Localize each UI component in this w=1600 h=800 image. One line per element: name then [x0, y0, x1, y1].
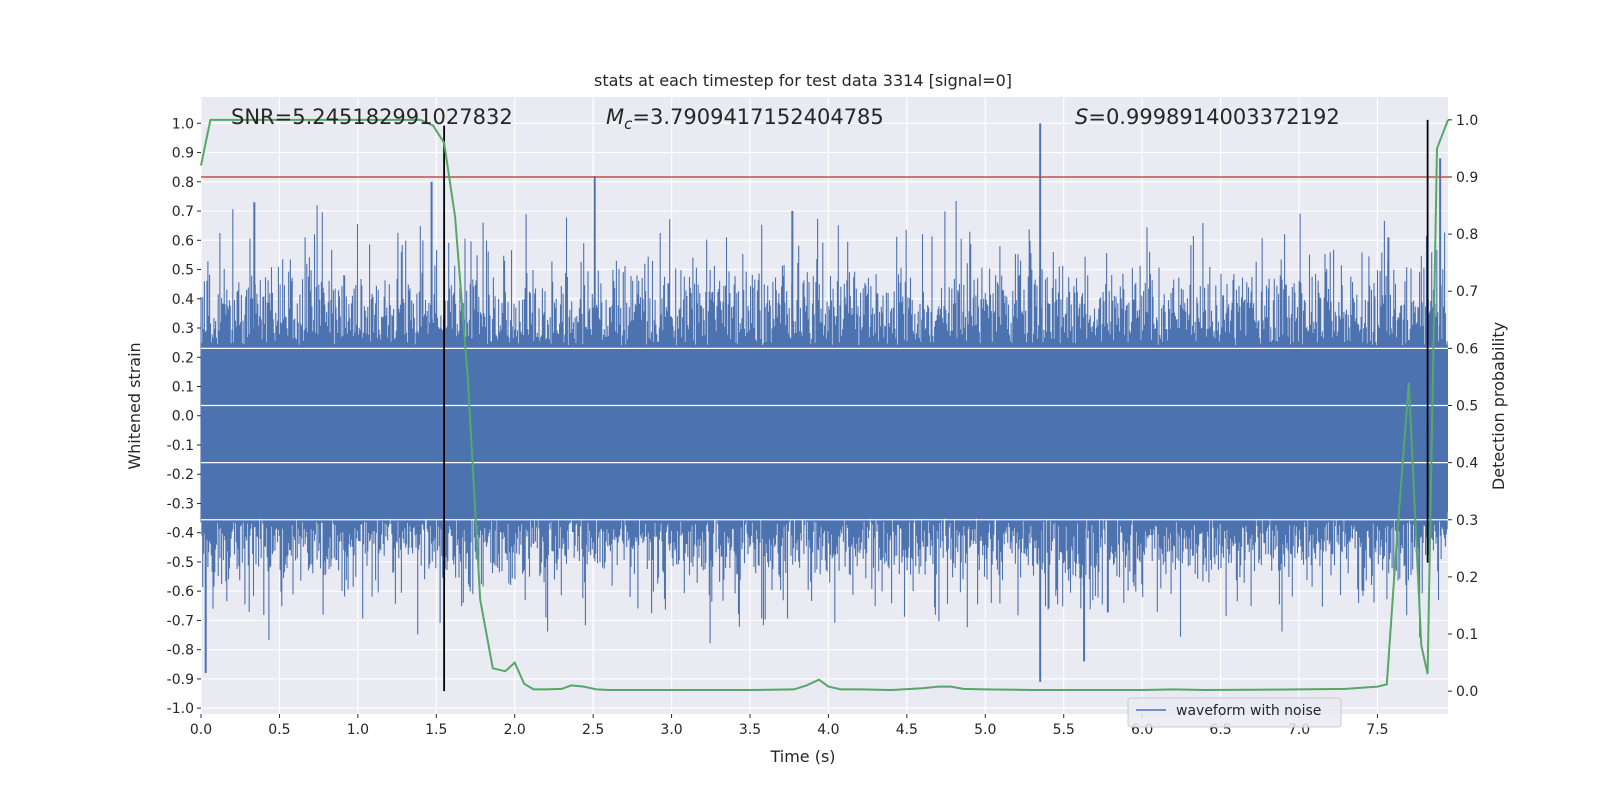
- probability-line: [200, 118, 1449, 692]
- x-tick-label: 1.0: [347, 722, 369, 738]
- y-tick-label: 0.1: [172, 379, 194, 395]
- y-tick-label: -0.5: [167, 555, 194, 571]
- y2-tick-label: 0.9: [1456, 170, 1478, 186]
- legend-box: [1127, 697, 1342, 728]
- y2-tick-label: 0.3: [1456, 513, 1478, 529]
- snr-annotation: SNR=5.245182991027832: [231, 105, 513, 129]
- x-tick-label: 7.5: [1366, 722, 1388, 738]
- y2-axis-label: Detection probability: [1489, 322, 1508, 490]
- mc-subscript: c: [624, 115, 633, 133]
- y-tick-label: -0.1: [167, 438, 194, 454]
- y-tick-label: 0.7: [172, 204, 194, 220]
- y-tick-label: 0.2: [172, 350, 194, 366]
- s-value: =0.9998914003372192: [1088, 105, 1339, 129]
- y-tick-label: -0.2: [167, 467, 194, 483]
- probability-series: [200, 118, 1449, 692]
- y2-tick-label: 0.4: [1456, 456, 1478, 472]
- y-axis-label: Whitened strain: [125, 342, 144, 469]
- y2-tick-label: 0.1: [1456, 627, 1478, 643]
- y2-tick-label: 0.7: [1456, 284, 1478, 300]
- y2-tick-label: 1.0: [1456, 113, 1478, 129]
- x-tick-label: 5.0: [974, 722, 996, 738]
- y-tick-label: 0.4: [172, 292, 194, 308]
- x-tick-label: 2.5: [582, 722, 604, 738]
- y-tick-label: 1.0: [172, 116, 194, 132]
- s-symbol: S: [1075, 105, 1088, 129]
- x-tick-label: 3.5: [739, 722, 761, 738]
- y-tick-label: -0.3: [167, 496, 194, 512]
- y-tick-label: -0.4: [167, 526, 194, 542]
- x-tick-label: 1.5: [425, 722, 447, 738]
- y2-tick-label: 0.8: [1456, 227, 1478, 243]
- overlay-lines: [201, 119, 1448, 692]
- y-tick-label: -0.8: [167, 643, 194, 659]
- x-tick-label: 0.5: [268, 722, 290, 738]
- mc-symbol: M: [606, 105, 624, 129]
- y-tick-label: -0.7: [167, 613, 194, 629]
- y-tick-label: -0.9: [167, 672, 194, 688]
- y2-tick-label: 0.2: [1456, 570, 1478, 586]
- x-tick-label: 4.5: [896, 722, 918, 738]
- y-tick-label: 0.6: [172, 233, 194, 249]
- x-tick-label: 0.0: [190, 722, 212, 738]
- x-tick-label: 2.0: [504, 722, 526, 738]
- chart-title: stats at each timestep for test data 331…: [594, 71, 1012, 90]
- legend: waveform with noise: [1127, 697, 1342, 728]
- s-annotation: S=0.9998914003372192: [1075, 105, 1340, 129]
- waveform-core: [201, 345, 1448, 513]
- y-tick-label: 0.0: [172, 409, 194, 425]
- waveform-series: [200, 123, 1448, 682]
- x-tick-label: 3.0: [660, 722, 682, 738]
- mc-annotation: Mc=3.7909417152404785: [606, 105, 884, 133]
- x-axis-label: Time (s): [769, 747, 835, 766]
- y2-tick-label: 0.6: [1456, 341, 1478, 357]
- y-axis-ticks: -1.0 -0.9 -0.8 -0.7 -0.6 -0.5 -0.4 -0.3 -0.2 -0.1…: [167, 116, 201, 717]
- y-tick-label: -1.0: [167, 701, 194, 717]
- y2-axis-ticks: 0.0 0.1 0.2 0.3 0.4 0.5 0.6 0.7 0.8 0.9 1.0: [1448, 113, 1478, 700]
- y2-tick-label: 0.0: [1456, 684, 1478, 700]
- y-tick-label: 0.9: [172, 146, 194, 162]
- y2-tick-label: 0.5: [1456, 399, 1478, 415]
- y-tick-label: -0.6: [167, 584, 194, 600]
- x-tick-label: 5.5: [1053, 722, 1075, 738]
- y-tick-label: 0.8: [172, 175, 194, 191]
- y-tick-label: 0.3: [172, 321, 194, 337]
- y-tick-label: 0.5: [172, 263, 194, 279]
- x-tick-label: 4.0: [817, 722, 839, 738]
- legend-label: waveform with noise: [1176, 703, 1321, 719]
- mc-value: =3.7909417152404785: [632, 105, 883, 129]
